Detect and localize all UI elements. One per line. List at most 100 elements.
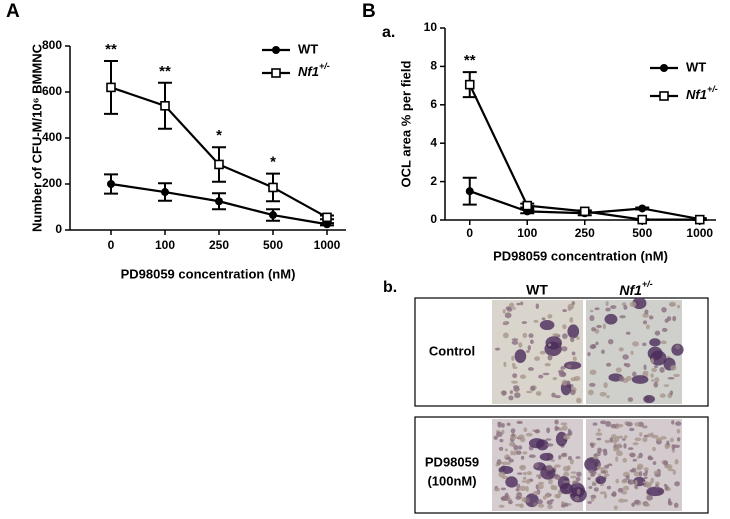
- cell: [536, 499, 543, 505]
- cell: [630, 350, 634, 355]
- cell: [627, 447, 634, 450]
- y-tick-label: 200: [42, 176, 62, 190]
- cell: [632, 458, 637, 462]
- cell: [588, 469, 595, 474]
- cell: [523, 427, 528, 432]
- marker: [271, 68, 281, 78]
- cell: [516, 420, 523, 425]
- cell: [513, 386, 520, 392]
- cell: [673, 373, 680, 378]
- cell: [642, 313, 649, 318]
- cell: [587, 501, 592, 504]
- cell: [627, 479, 635, 485]
- cell: [528, 454, 536, 459]
- cell: [534, 429, 539, 433]
- cell: [576, 471, 582, 477]
- cell: [627, 397, 634, 402]
- cell: [547, 314, 553, 319]
- y-axis-label: Number of CFU-M/10⁶ BMMNC: [29, 43, 44, 232]
- cell: [604, 473, 610, 477]
- cell: [516, 483, 521, 489]
- cell: [505, 456, 511, 460]
- cell: [576, 336, 580, 340]
- cell: [510, 428, 516, 434]
- cell: [526, 471, 532, 476]
- cell: [596, 437, 602, 441]
- cell: [562, 333, 568, 339]
- cell: [535, 474, 541, 478]
- cell: [526, 390, 533, 394]
- cell: [530, 339, 534, 344]
- cell: [672, 469, 676, 475]
- cell: [569, 389, 576, 396]
- cell: [592, 456, 599, 460]
- cell: [606, 485, 612, 490]
- cell: [590, 473, 596, 477]
- y-tick-label: 0: [55, 222, 62, 236]
- cell: [592, 422, 598, 426]
- marker: [638, 204, 647, 213]
- y-tick-label: 400: [42, 130, 62, 144]
- cell: [525, 485, 529, 492]
- cell: [613, 505, 618, 510]
- cell: [528, 333, 534, 338]
- micrograph-texture: [493, 297, 684, 510]
- cell: [616, 450, 623, 457]
- cell: [567, 456, 572, 461]
- cell: [605, 420, 612, 427]
- cell: [499, 438, 504, 443]
- cell: [632, 371, 637, 377]
- cell: [632, 341, 639, 347]
- cell: [615, 478, 619, 484]
- cell: [615, 456, 619, 463]
- legend-label: Nf1+/-: [298, 61, 330, 79]
- cell: [664, 318, 669, 323]
- cell: [624, 499, 628, 503]
- cell: [533, 462, 539, 468]
- cell: [497, 421, 502, 425]
- cell: [667, 498, 672, 504]
- marker: [579, 206, 590, 217]
- cell: [521, 321, 528, 325]
- cell: [550, 458, 555, 462]
- cell: [599, 483, 605, 487]
- y-tick-label: 2: [430, 174, 437, 188]
- cell: [631, 502, 636, 507]
- cell: [670, 365, 677, 371]
- cell: [542, 495, 547, 500]
- significance: **: [105, 41, 117, 58]
- cell: [638, 452, 643, 459]
- cell: [570, 471, 578, 474]
- cell: [595, 432, 603, 436]
- cell: [644, 309, 649, 315]
- cell: [591, 327, 597, 332]
- cell: [676, 304, 681, 309]
- cell: [502, 321, 508, 325]
- cell: [634, 484, 638, 489]
- cell: [570, 475, 577, 479]
- cell: [537, 483, 544, 490]
- cell: [508, 499, 513, 505]
- cell: [629, 469, 635, 473]
- cell: [659, 367, 665, 373]
- cell: [652, 446, 656, 452]
- y-tick-label: 8: [430, 59, 437, 73]
- cell: [561, 371, 567, 377]
- cell: [561, 425, 568, 431]
- cell: [633, 471, 641, 477]
- cell: [589, 309, 594, 313]
- cell: [545, 336, 562, 350]
- cell: [511, 355, 515, 361]
- cell: [669, 303, 676, 307]
- cell: [632, 442, 639, 446]
- cell: [644, 470, 649, 474]
- cell: [550, 499, 555, 502]
- cell: [669, 437, 674, 443]
- panel-label: A: [6, 1, 20, 22]
- cell: [663, 460, 669, 466]
- cell: [569, 486, 587, 503]
- cell: [660, 340, 667, 345]
- cell: [498, 446, 504, 451]
- y-tick-label: 600: [42, 84, 62, 98]
